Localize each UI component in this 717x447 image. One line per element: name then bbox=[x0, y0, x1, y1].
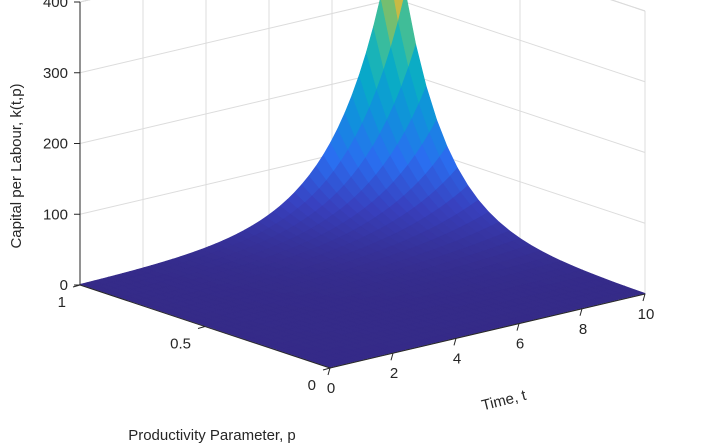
y-tick-label: 0 bbox=[308, 377, 316, 394]
x-tick bbox=[642, 293, 646, 302]
y-tick-label: 0.5 bbox=[170, 336, 191, 353]
y-axis-title: Productivity Parameter, p bbox=[128, 427, 296, 444]
surface-patch bbox=[626, 289, 647, 296]
x-axis-title: Time, t bbox=[480, 387, 529, 415]
y-tick-label: 1 bbox=[58, 294, 66, 311]
z-tick-label: 300 bbox=[43, 65, 68, 82]
x-tick bbox=[390, 353, 394, 361]
y-tick bbox=[322, 367, 331, 371]
z-tick-label: 400 bbox=[43, 0, 68, 11]
x-tick-label: 0 bbox=[327, 380, 335, 397]
x-tick bbox=[453, 338, 457, 346]
y-tick bbox=[197, 326, 206, 329]
x-axis-line bbox=[329, 293, 646, 369]
surface-layer bbox=[78, 0, 647, 368]
z-gridline bbox=[79, 69, 396, 144]
z-gridline bbox=[79, 0, 392, 74]
z-gridline bbox=[79, 0, 91, 3]
z-tick-label: 0 bbox=[60, 277, 68, 294]
x-tick-label: 6 bbox=[516, 336, 524, 353]
x-tick bbox=[579, 308, 583, 316]
x-tick-label: 8 bbox=[579, 321, 587, 338]
box-edge bbox=[79, 0, 91, 3]
x-tick-label: 4 bbox=[453, 350, 461, 367]
x-tick-label: 10 bbox=[638, 306, 655, 323]
x-tick bbox=[516, 323, 520, 331]
z-axis-title: Capital per Labour, k(t,p) bbox=[8, 83, 25, 248]
x-tick-label: 2 bbox=[390, 365, 398, 382]
z-tick-label: 200 bbox=[43, 136, 68, 153]
x-tick bbox=[327, 367, 331, 376]
z-tick-label: 100 bbox=[43, 206, 68, 223]
